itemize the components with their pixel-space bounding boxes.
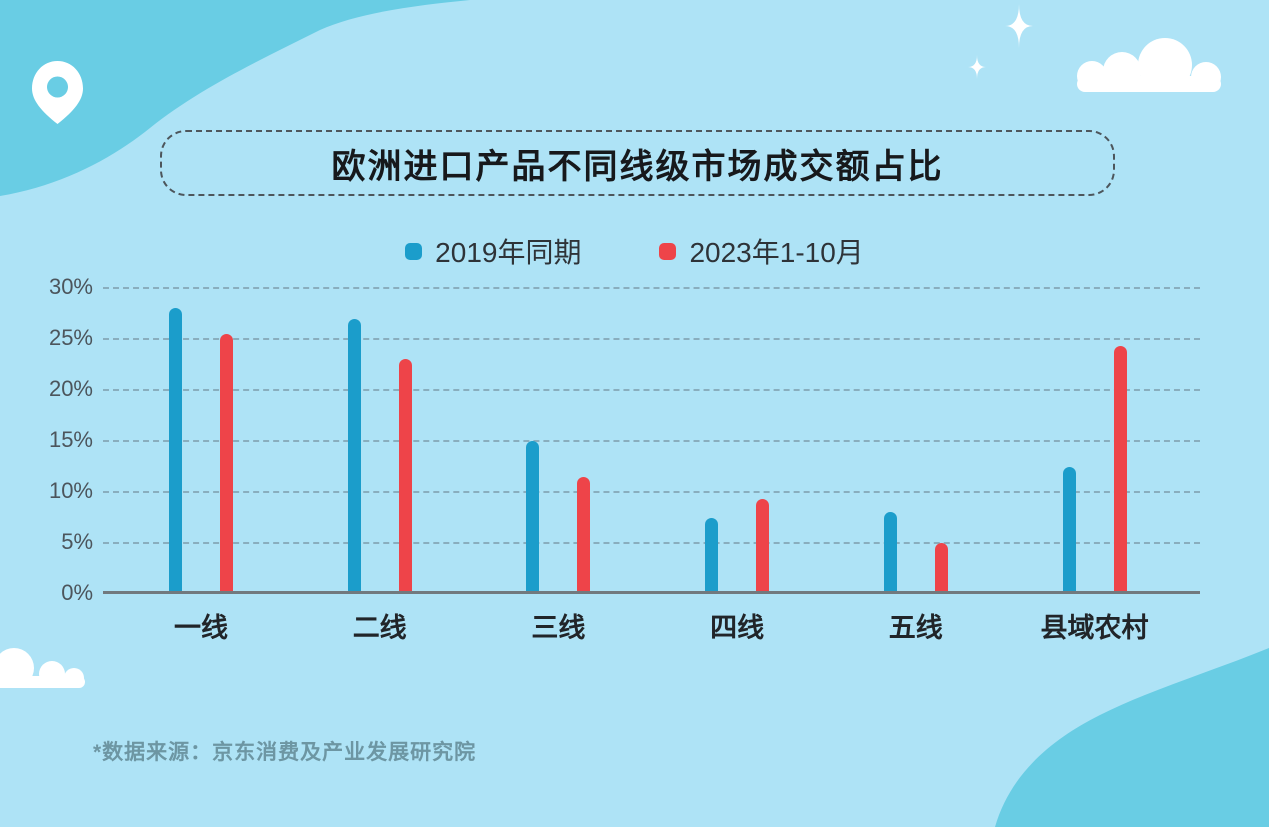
y-gridline — [103, 389, 1200, 391]
bar-县域农村-2023年1-10月 — [1113, 346, 1127, 594]
bar-五线-2019年同期 — [883, 512, 897, 594]
y-axis-tick-label: 20% — [48, 376, 93, 401]
legend-item-2019: 2019年同期 — [405, 231, 581, 271]
y-axis-tick-label: 0% — [61, 580, 93, 605]
y-axis-tick-label: 30% — [48, 274, 93, 299]
y-axis-tick-label: 25% — [48, 325, 93, 350]
chart-title: 欧洲进口产品不同线级市场成交额占比 — [331, 147, 944, 186]
x-axis-category-label: 一线 — [174, 613, 228, 643]
bar-五线-2023年1-10月 — [934, 543, 948, 594]
bar-三线-2019年同期 — [526, 441, 540, 594]
bar-一线-2023年1-10月 — [220, 333, 233, 594]
x-axis-category-label: 五线 — [888, 613, 943, 643]
y-axis-tick-label: 15% — [48, 427, 93, 452]
x-axis-category-label: 三线 — [531, 613, 586, 643]
legend-item-2023: 2023年1-10月 — [659, 231, 864, 271]
bar-县域农村-2019年同期 — [1062, 466, 1076, 594]
location-pin-icon — [32, 61, 83, 124]
y-gridline — [103, 542, 1200, 544]
data-source-note: *数据来源：京东消费及产业发展研究院 — [93, 741, 477, 764]
x-axis-category-label: 四线 — [710, 613, 765, 643]
bar-四线-2023年1-10月 — [756, 499, 770, 594]
legend-marker-blue — [405, 242, 423, 260]
sparkle-icon — [1005, 4, 1033, 48]
legend-marker-red — [659, 242, 677, 260]
x-axis-category-label: 县域农村 — [1040, 613, 1149, 643]
y-gridline — [103, 338, 1200, 340]
y-axis-tick-label: 5% — [61, 529, 93, 554]
bar-四线-2019年同期 — [705, 517, 719, 594]
bar-一线-2019年同期 — [169, 308, 182, 594]
y-gridline — [103, 287, 1200, 289]
y-gridline — [103, 491, 1200, 493]
y-axis-tick-label: 10% — [48, 478, 93, 503]
bar-二线-2019年同期 — [347, 318, 361, 594]
bar-二线-2023年1-10月 — [398, 359, 412, 594]
x-axis-category-label: 二线 — [352, 613, 407, 643]
x-axis-line — [103, 591, 1200, 594]
sparkle-icon — [968, 55, 986, 79]
legend-label: 2023年1-10月 — [689, 237, 864, 268]
wave-shape — [995, 648, 1269, 827]
chart-title-box: 欧洲进口产品不同线级市场成交额占比 — [160, 130, 1115, 196]
bar-三线-2023年1-10月 — [577, 476, 591, 594]
cloud-icon — [0, 648, 85, 688]
y-gridline — [103, 440, 1200, 442]
chart-legend: 2019年同期 2023年1-10月 — [0, 231, 1269, 271]
legend-label: 2019年同期 — [435, 237, 582, 268]
cloud-icon — [1077, 38, 1221, 92]
